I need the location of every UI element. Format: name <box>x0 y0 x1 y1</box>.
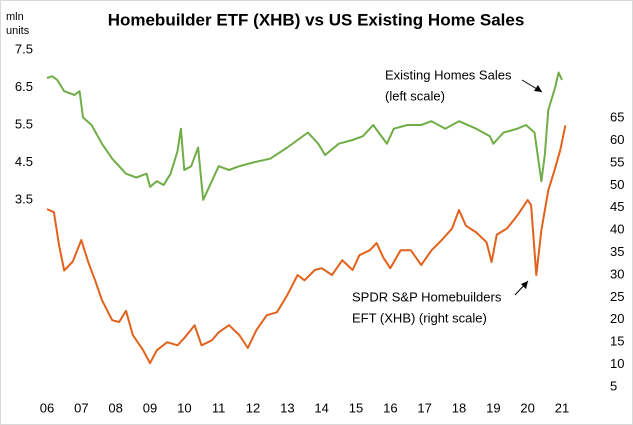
y2-tick-label: 50 <box>610 177 624 192</box>
x-tick-label: 17 <box>417 400 431 415</box>
x-tick-label: 20 <box>520 400 534 415</box>
y2-tick-label: 45 <box>610 199 624 214</box>
x-tick-label: 15 <box>349 400 363 415</box>
x-tick-label: 19 <box>486 400 500 415</box>
series-line <box>46 71 563 201</box>
y2-tick-label: 25 <box>610 289 624 304</box>
y2-tick-label: 20 <box>610 311 624 326</box>
annotation: Existing Homes Sales <box>385 67 512 82</box>
y-tick-label: 7.5 <box>15 41 33 56</box>
y-tick-label: 6.5 <box>15 79 33 94</box>
y2-tick-label: 65 <box>610 110 624 125</box>
y-label-box: mln units <box>6 11 30 37</box>
x-tick-label: 11 <box>212 400 226 415</box>
x-tick-label: 18 <box>452 400 466 415</box>
y2-tick-label: 55 <box>610 154 624 169</box>
arrowhead <box>521 281 528 289</box>
y-tick-label: 4.5 <box>15 154 33 169</box>
x-tick-label: 12 <box>246 400 260 415</box>
x-tick-label: 06 <box>40 400 54 415</box>
chart-title: Homebuilder ETF (XHB) vs US Existing Hom… <box>108 10 525 29</box>
x-tick-label: 14 <box>314 400 328 415</box>
y2-tick-label: 60 <box>610 132 624 147</box>
x-tick-label: 10 <box>177 400 191 415</box>
x-tick-label: 16 <box>383 400 397 415</box>
annotation: SPDR S&P Homebuilders <box>352 289 502 304</box>
y-tick-label: 3.5 <box>15 191 33 206</box>
annotation: EFT (XHB) (right scale) <box>352 310 487 325</box>
arrowhead <box>534 85 542 92</box>
y2-tick-label: 35 <box>610 244 624 259</box>
x-tick-label: 08 <box>108 400 122 415</box>
y2-tick-label: 40 <box>610 222 624 237</box>
x-tick-label: 21 <box>555 400 569 415</box>
y2-tick-label: 30 <box>610 266 624 281</box>
annotation: (left scale) <box>385 88 445 103</box>
x-tick-label: 07 <box>74 400 88 415</box>
y-axis-label: mln units <box>6 11 30 37</box>
y-tick-label: 5.5 <box>15 116 33 131</box>
y2-tick-label: 5 <box>610 378 617 393</box>
x-tick-label: 13 <box>280 400 294 415</box>
series-line <box>46 125 567 365</box>
y2-tick-label: 15 <box>610 334 624 349</box>
x-tick-label: 09 <box>143 400 157 415</box>
y2-tick-label: 10 <box>610 356 624 371</box>
